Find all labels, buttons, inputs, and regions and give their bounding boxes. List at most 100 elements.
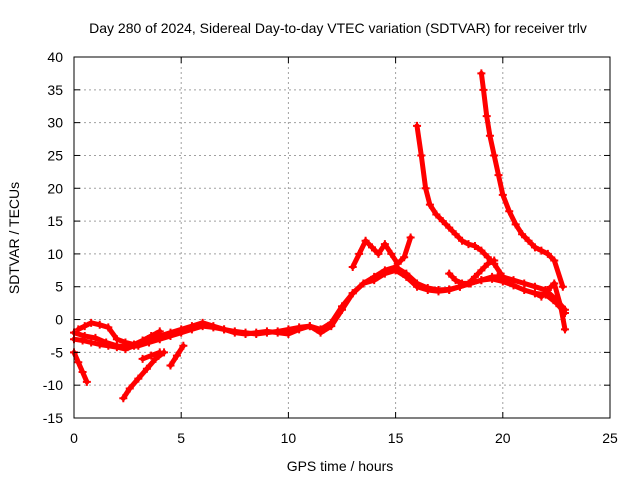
data-point-marker [477, 276, 486, 285]
data-point-marker [87, 318, 96, 327]
data-point-marker [348, 289, 357, 298]
data-point-marker [470, 242, 479, 251]
data-point-marker [432, 210, 441, 219]
data-point-marker [387, 249, 396, 258]
x-tick-label: 20 [495, 430, 511, 446]
data-point-marker [179, 341, 188, 350]
markers-track-6 [138, 348, 164, 363]
data-point-marker [80, 322, 89, 331]
data-point-marker [391, 266, 400, 275]
data-point-marker [445, 223, 454, 232]
y-tick-label: 5 [55, 279, 63, 295]
y-tick-label: 20 [47, 180, 63, 196]
data-point-marker [445, 269, 454, 278]
data-point-marker [464, 240, 473, 249]
data-point-marker [423, 286, 432, 295]
data-point-marker [438, 217, 447, 226]
data-point-marker [458, 236, 467, 245]
data-point-marker [490, 256, 499, 265]
data-point-marker [477, 69, 486, 78]
data-point-marker [368, 243, 377, 252]
data-point-marker [482, 112, 491, 121]
data-point-marker [494, 171, 503, 180]
data-point-marker [421, 184, 430, 193]
data-point-marker [537, 246, 546, 255]
data-point-marker [413, 282, 422, 291]
data-point-marker [78, 336, 87, 345]
data-point-marker [95, 320, 104, 329]
data-point-marker [393, 259, 402, 268]
data-point-marker [479, 85, 488, 94]
data-point-marker [496, 269, 505, 278]
y-tick-label: -15 [43, 410, 63, 426]
y-tick-label: 40 [47, 49, 63, 65]
data-point-marker [355, 249, 364, 258]
data-point-marker [230, 328, 239, 337]
data-point-marker [155, 348, 164, 357]
data-point-marker [406, 233, 415, 242]
data-point-marker [537, 292, 546, 301]
data-point-marker [417, 151, 426, 160]
markers-track-8 [348, 233, 415, 272]
data-point-marker [121, 338, 130, 347]
data-point-marker [177, 325, 186, 334]
data-point-marker [155, 327, 164, 336]
y-tick-label: 15 [47, 213, 63, 229]
data-point-marker [305, 322, 314, 331]
markers-track-11 [445, 256, 499, 288]
data-point-marker [316, 328, 325, 337]
data-point-marker [138, 336, 147, 345]
y-tick-label: 30 [47, 115, 63, 131]
data-point-marker [477, 246, 486, 255]
data-point-marker [413, 121, 422, 130]
data-point-marker [338, 305, 346, 314]
markers-track-12 [530, 279, 569, 334]
data-point-marker [142, 364, 151, 373]
data-point-marker [402, 272, 411, 281]
data-point-marker [273, 328, 282, 337]
x-axis-label: GPS time / hours [287, 458, 394, 474]
data-point-marker [87, 338, 96, 347]
data-point-marker [348, 263, 357, 272]
series-track-4 [71, 349, 90, 385]
data-point-marker [112, 343, 121, 352]
axis-ticks [73, 56, 611, 419]
data-point-marker [147, 331, 156, 340]
data-point-marker [241, 329, 250, 338]
data-point-marker [95, 340, 104, 349]
data-point-marker [550, 256, 559, 265]
data-point-marker [138, 354, 147, 363]
data-point-marker [74, 358, 83, 367]
x-tick-label: 0 [70, 430, 78, 446]
x-tick-label: 10 [281, 430, 297, 446]
y-tick-label: 35 [47, 82, 63, 98]
series-track-9 [414, 123, 504, 277]
data-point-marker [434, 287, 443, 296]
data-point-marker [78, 368, 87, 377]
data-point-marker [543, 286, 552, 295]
data-point-marker [518, 230, 527, 239]
data-point-marker [483, 259, 492, 268]
series-track-5 [120, 349, 167, 401]
data-point-marker [543, 249, 552, 258]
y-axis-label: SDTVAR / TECUs [6, 182, 22, 294]
x-tick-label: 25 [602, 430, 618, 446]
y-tick-labels: -15 -10 -5 0 5 10 15 20 25 30 35 40 [43, 49, 63, 426]
data-point-marker [511, 220, 520, 229]
markers-track-10 [477, 69, 567, 291]
data-point-marker [477, 266, 486, 275]
data-point-marker [198, 318, 207, 327]
data-point-marker [464, 279, 473, 288]
data-point-marker [380, 240, 389, 249]
data-point-marker [130, 340, 139, 349]
data-point-marker [295, 325, 304, 334]
data-point-marker [172, 351, 181, 360]
data-point-marker [125, 384, 134, 393]
data-point-marker [209, 322, 218, 331]
data-point-marker [147, 351, 156, 360]
data-point-marker [524, 236, 533, 245]
data-point-marker [74, 325, 83, 334]
data-point-marker [187, 322, 196, 331]
series-track-8 [350, 235, 414, 270]
